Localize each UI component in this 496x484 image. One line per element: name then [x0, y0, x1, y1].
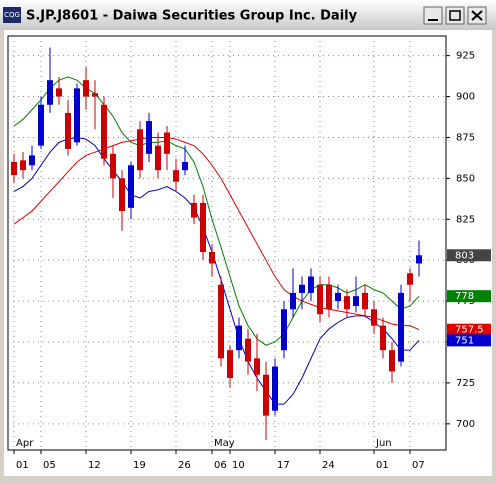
candle-body [119, 178, 125, 212]
candle-body [146, 121, 152, 154]
price-tag-label: 803 [455, 250, 474, 261]
candle-body [191, 202, 197, 218]
candle-body [326, 284, 332, 310]
candle-body [407, 273, 413, 285]
y-tick-label: 725 [456, 378, 475, 389]
price-tag [447, 323, 491, 336]
price-tag [447, 290, 491, 303]
candle-body [20, 160, 26, 171]
window-title: S.JP.J8601 - Daiwa Securities Group Inc.… [26, 9, 358, 24]
x-tick-label: 19 [133, 460, 146, 471]
candle-body [299, 284, 305, 293]
candle-body [389, 350, 395, 372]
candle-body [317, 284, 323, 315]
x-tick-label: 12 [88, 460, 101, 471]
price-tag-label: 757.5 [455, 325, 484, 336]
x-tick-label: 01 [376, 460, 389, 471]
candle-body [164, 132, 170, 154]
candle-body [254, 358, 260, 375]
candle-body [38, 104, 44, 146]
candle-body [335, 292, 341, 302]
candle-body [155, 145, 161, 171]
candle-body [101, 104, 107, 159]
title-bar [0, 0, 496, 30]
y-tick-label: 850 [456, 173, 475, 184]
candle-body [362, 292, 368, 310]
chart-panel [4, 30, 492, 476]
x-tick-label: 26 [178, 460, 191, 471]
candle-body [29, 155, 35, 166]
x-tick-label: 07 [412, 460, 425, 471]
candle-body [128, 165, 134, 208]
y-tick-label: 825 [456, 214, 475, 225]
price-tag [447, 334, 491, 347]
price-tag-label: 778 [455, 291, 474, 302]
candle-body [83, 80, 89, 97]
price-tag-label: 751 [455, 335, 474, 346]
candle-body [110, 153, 116, 179]
price-tag [447, 249, 491, 262]
x-tick-label: 05 [43, 460, 56, 471]
candle-body [227, 350, 233, 378]
minimize-button[interactable] [423, 6, 443, 25]
y-tick-label: 900 [456, 92, 475, 103]
x-tick-label: 17 [277, 460, 290, 471]
candle-body [272, 366, 278, 411]
y-tick-label: 700 [456, 419, 475, 430]
x-tick-label: 10 [232, 460, 245, 471]
candle-body [11, 162, 17, 176]
candle-body [65, 112, 71, 149]
candle-body [47, 80, 53, 105]
month-label: May [214, 438, 235, 449]
moving-average-line [13, 76, 420, 346]
candle-body [218, 284, 224, 359]
candle-body [371, 309, 377, 326]
candle-body [137, 129, 143, 171]
maximize-icon [449, 10, 461, 21]
app-icon[interactable] [3, 7, 21, 23]
moving-average-line [13, 136, 420, 405]
plot-frame [7, 35, 447, 451]
candle-body [344, 296, 350, 310]
candle-body [173, 170, 179, 182]
candle-body [308, 276, 314, 293]
x-tick-label: 01 [16, 460, 29, 471]
y-tick-label: 925 [456, 51, 475, 62]
y-tick-label: 875 [456, 132, 475, 143]
month-label: Jun [375, 438, 392, 449]
candle-body [290, 292, 296, 310]
candle-body [281, 309, 287, 351]
candle-body [209, 252, 215, 264]
candle-body [245, 338, 251, 362]
candle-body [74, 88, 80, 143]
moving-average-line [13, 136, 420, 331]
candle-body [416, 255, 422, 264]
close-icon [471, 10, 483, 21]
x-tick-label: 24 [322, 460, 335, 471]
candle-body [56, 88, 62, 97]
candle-body [353, 296, 359, 306]
maximize-button[interactable] [445, 6, 465, 25]
window-buttons [423, 6, 487, 25]
app-icon-text: CQG [4, 11, 20, 19]
x-tick-label: 06 [214, 460, 227, 471]
candle-body [92, 93, 98, 97]
candle-body [200, 202, 206, 252]
candle-body [236, 325, 242, 351]
month-label: Apr [16, 438, 34, 449]
candle-body [182, 162, 188, 171]
candle-body [380, 325, 386, 351]
candle-body [398, 292, 404, 362]
candle-body [263, 374, 269, 416]
